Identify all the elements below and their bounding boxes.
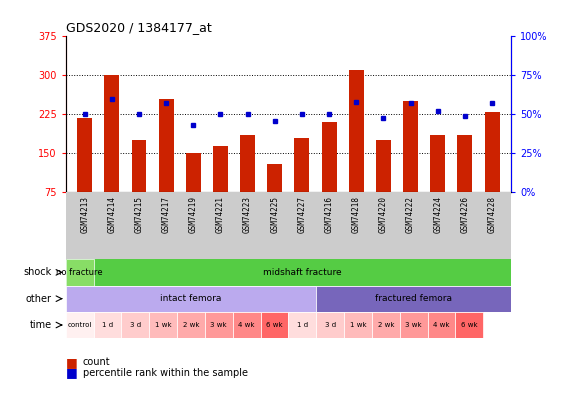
Bar [104,75,119,192]
Text: 4 wk: 4 wk [238,322,255,328]
Text: 6 wk: 6 wk [266,322,283,328]
Bar [131,141,146,192]
Text: GSM74228: GSM74228 [488,196,497,233]
Text: shock: shock [23,267,52,277]
Text: ■: ■ [66,366,78,379]
Text: no fracture: no fracture [57,268,103,277]
Bar [316,312,344,338]
Text: GSM74217: GSM74217 [162,196,171,233]
Text: GSM74222: GSM74222 [406,196,415,233]
Bar [349,70,364,192]
Text: GSM74223: GSM74223 [243,196,252,233]
Bar [122,312,149,338]
Text: ■: ■ [66,356,78,369]
Bar [233,312,260,338]
Bar [205,312,233,338]
Bar [457,135,472,192]
Text: GSM74215: GSM74215 [135,196,143,233]
Bar [321,122,336,192]
Text: 6 wk: 6 wk [461,322,477,328]
Text: 3 d: 3 d [130,322,141,328]
Bar [260,312,288,338]
Text: GSM74218: GSM74218 [352,196,361,233]
Bar [288,312,316,338]
Bar [428,312,456,338]
Text: GSM74220: GSM74220 [379,196,388,233]
Text: GSM74213: GSM74213 [80,196,89,233]
Text: 3 wk: 3 wk [211,322,227,328]
Text: GSM74219: GSM74219 [189,196,198,233]
Text: GSM74221: GSM74221 [216,196,225,233]
Text: intact femora: intact femora [160,294,222,303]
Text: GSM74225: GSM74225 [270,196,279,233]
Text: GSM74224: GSM74224 [433,196,442,233]
Bar [267,164,282,192]
Bar [66,259,94,286]
Bar [456,312,483,338]
Text: control: control [67,322,92,328]
Text: GSM74227: GSM74227 [297,196,307,233]
Text: fractured femora: fractured femora [375,294,452,303]
Text: 3 wk: 3 wk [405,322,422,328]
Text: midshaft fracture: midshaft fracture [263,268,341,277]
Bar [159,99,174,192]
Bar [372,312,400,338]
Text: 1 d: 1 d [297,322,308,328]
Text: 1 d: 1 d [102,322,113,328]
Bar [149,312,177,338]
Bar [213,145,228,192]
Bar [77,118,92,192]
Bar [376,141,391,192]
Bar [485,112,500,192]
Text: 1 wk: 1 wk [155,322,171,328]
Bar [240,135,255,192]
Bar [186,153,201,192]
Bar [94,312,122,338]
Bar [403,101,418,192]
Bar [344,312,372,338]
Text: GSM74214: GSM74214 [107,196,116,233]
Text: count: count [83,358,110,367]
Bar [66,312,94,338]
Bar [295,138,309,192]
Text: percentile rank within the sample: percentile rank within the sample [83,368,248,377]
Text: 3 d: 3 d [324,322,336,328]
Text: 4 wk: 4 wk [433,322,450,328]
Text: GSM74226: GSM74226 [460,196,469,233]
Text: 1 wk: 1 wk [349,322,366,328]
Text: 2 wk: 2 wk [377,322,394,328]
Bar [66,286,316,312]
Bar [400,312,428,338]
Bar [316,286,511,312]
Bar [177,312,205,338]
Text: 2 wk: 2 wk [183,322,199,328]
Bar [431,135,445,192]
Text: GDS2020 / 1384177_at: GDS2020 / 1384177_at [66,21,211,34]
Text: other: other [26,294,52,304]
Text: GSM74216: GSM74216 [324,196,333,233]
Text: time: time [30,320,52,330]
